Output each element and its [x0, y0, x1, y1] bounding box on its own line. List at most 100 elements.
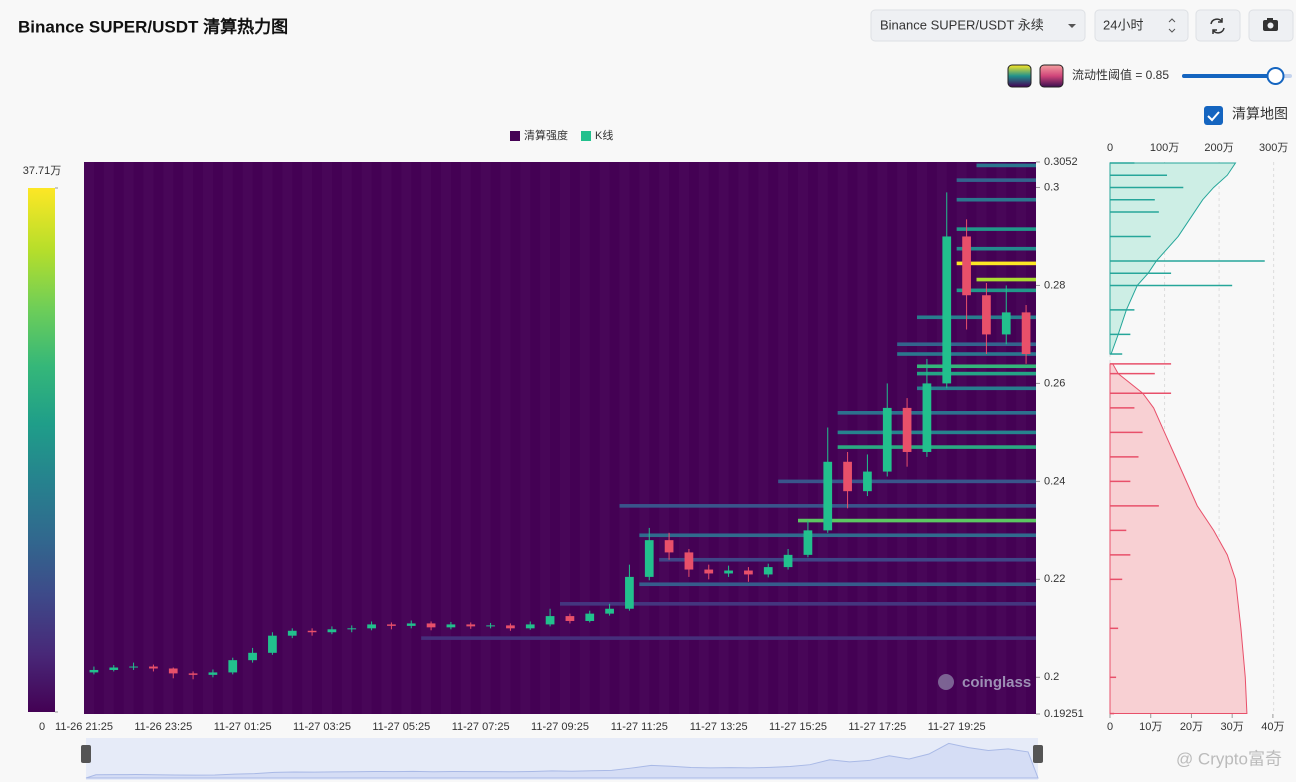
- liquidation-level: [639, 582, 1036, 587]
- candle-body: [149, 666, 158, 669]
- top-tick-label: 100万: [1150, 142, 1179, 154]
- heatmap-stripe: [421, 162, 431, 714]
- symbol-select[interactable]: Binance SUPER/USDT 永续: [870, 9, 1086, 42]
- palette-magma[interactable]: [1039, 64, 1064, 88]
- liquidation-level: [639, 533, 1036, 538]
- heatmap-stripe: [163, 162, 173, 714]
- x-tick-label: 11-27 13:25: [690, 721, 748, 733]
- watermark-logo: [938, 674, 954, 690]
- range-select-text: 24小时: [1103, 17, 1143, 32]
- threshold-slider[interactable]: [1182, 67, 1292, 85]
- threshold-label: 流动性阈值 = 0.85: [1072, 67, 1169, 82]
- refresh-button[interactable]: [1195, 9, 1241, 42]
- candle-body: [982, 295, 991, 335]
- y-tick-label: 0.26: [1044, 377, 1065, 389]
- heatmap-stripe: [620, 162, 630, 714]
- zoom-handle[interactable]: [81, 745, 91, 763]
- heatmap-stripe: [679, 162, 689, 714]
- bottom-tick-label: 0: [1107, 721, 1113, 733]
- heatmap-stripe: [600, 162, 610, 714]
- candle-body: [248, 652, 257, 661]
- heatmap-stripe: [183, 162, 193, 714]
- heatmap-stripe: [540, 162, 550, 714]
- screenshot-button[interactable]: [1248, 9, 1294, 42]
- candle-body: [565, 616, 575, 621]
- x-tick-label: 11-27 01:25: [214, 721, 272, 733]
- y-tick-label: 0.3052: [1044, 156, 1078, 168]
- legend-swatch: [510, 131, 520, 141]
- liquidation-level: [956, 227, 1036, 231]
- heatmap-stripe: [461, 162, 471, 714]
- candle-body: [783, 554, 793, 568]
- candle-body: [724, 570, 733, 574]
- range-select[interactable]: 24小时: [1094, 9, 1189, 42]
- candle-body: [208, 672, 218, 675]
- x-tick-label: 11-26 23:25: [134, 721, 192, 733]
- slider-fill: [1182, 74, 1276, 78]
- liquidation-level: [897, 342, 1036, 347]
- heatmap-stripe: [104, 162, 114, 714]
- heatmap-stripe: [401, 162, 411, 714]
- heatmap-background: [84, 162, 1036, 714]
- candle-body: [406, 623, 416, 626]
- top-tick-label: 0: [1107, 142, 1113, 154]
- heatmap-stripe: [560, 162, 570, 714]
- heatmap-stripe: [84, 162, 94, 714]
- candle-body: [625, 576, 634, 609]
- liquidation-level: [837, 445, 1036, 449]
- short-cumulative: [1109, 162, 1237, 355]
- y-tick-label: 0.24: [1044, 475, 1065, 487]
- y-tick-label: 0.28: [1044, 279, 1065, 291]
- x-tick-label: 11-27 11:25: [611, 721, 668, 733]
- watermark: coinglass: [962, 674, 1031, 691]
- candle-body: [506, 625, 515, 629]
- heatmap-stripe: [719, 162, 729, 714]
- candle-body: [307, 630, 317, 633]
- x-tick-label: 11-27 07:25: [452, 721, 510, 733]
- x-tick-label: 11-27 09:25: [531, 721, 589, 733]
- candle-body: [486, 625, 495, 627]
- heatmap-stripe: [144, 162, 154, 714]
- heatmap-stripe: [223, 162, 233, 714]
- candle-body: [446, 624, 456, 628]
- candle-body: [882, 407, 892, 472]
- heatmap-stripe: [996, 162, 1006, 714]
- liquidation-level: [798, 518, 1036, 523]
- candle-body: [1021, 312, 1031, 355]
- y-tick-label: 0.19251: [1044, 708, 1084, 720]
- liquidation-level: [917, 386, 1036, 391]
- heatmap-stripe: [739, 162, 749, 714]
- heatmap-stripe: [263, 162, 273, 714]
- heatmap-stripe: [798, 162, 808, 714]
- colorbar: [28, 188, 55, 712]
- candle-body: [129, 666, 138, 668]
- candle-body: [902, 407, 912, 452]
- candle-body: [109, 667, 119, 670]
- liquidation-level: [560, 602, 1036, 606]
- candle-body: [942, 236, 952, 384]
- bottom-tick-label: 40万: [1261, 721, 1284, 733]
- footer-watermark: @ Crypto富奇: [1176, 749, 1282, 768]
- heatmap-stripe: [639, 162, 649, 714]
- legend-label: K线: [595, 128, 613, 142]
- liquidation-level: [956, 261, 1036, 266]
- top-tick-label: 200万: [1204, 142, 1233, 154]
- long-cumulative: [1109, 363, 1248, 715]
- liquidation-level: [976, 163, 1036, 168]
- slider-knob[interactable]: [1266, 67, 1285, 85]
- palette-viridis[interactable]: [1007, 64, 1032, 88]
- liquidation-level: [976, 277, 1036, 282]
- heatmap-stripe: [1016, 162, 1026, 714]
- liquidation-level: [778, 479, 1036, 484]
- candle-body: [962, 236, 971, 296]
- heatmap-stripe: [382, 162, 392, 714]
- zoom-handle[interactable]: [1033, 745, 1043, 763]
- heatmap-stripe: [858, 162, 868, 714]
- map-toggle[interactable]: 清算地图: [1204, 106, 1288, 125]
- candle-body: [89, 669, 99, 673]
- candle-body: [228, 660, 238, 673]
- candle-body: [863, 471, 872, 492]
- candle-body: [525, 624, 535, 629]
- top-tick-label: 300万: [1259, 142, 1288, 154]
